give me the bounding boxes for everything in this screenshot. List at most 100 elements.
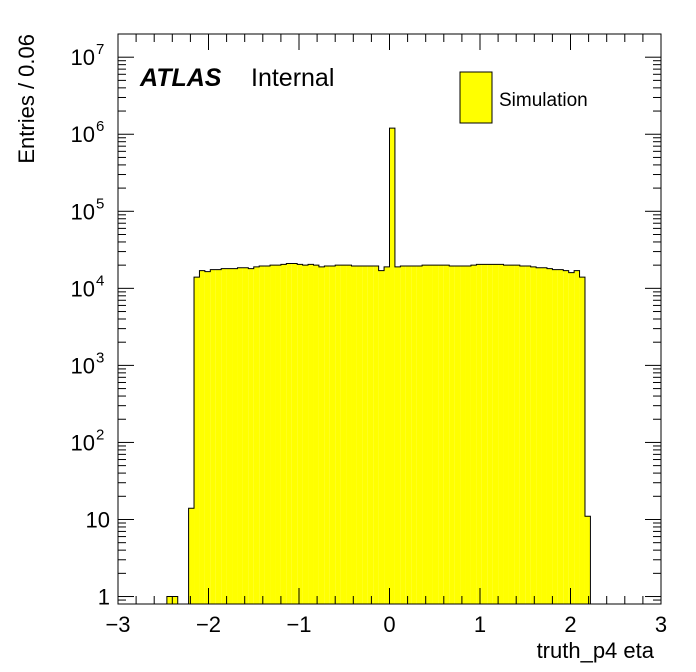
histogram-bar-59 xyxy=(503,265,509,604)
x-tick-label: 0 xyxy=(383,612,395,637)
histogram-bar-45 xyxy=(427,265,433,604)
y-tick-label-exponent: 5 xyxy=(96,195,104,212)
y-tick-label-base: 10 xyxy=(71,430,95,455)
histogram-bar-23 xyxy=(308,264,314,604)
histogram-bar-53 xyxy=(470,265,477,604)
histogram-bar-29 xyxy=(340,265,347,604)
y-axis-title: Entries / 0.06 xyxy=(14,34,39,164)
histogram-bar-27 xyxy=(329,265,336,604)
histogram-bar-70 xyxy=(563,270,569,604)
histogram-bar-74 xyxy=(584,516,591,604)
x-tick-label: −1 xyxy=(286,612,311,637)
y-tick-label-exponent: 4 xyxy=(96,272,104,289)
histogram-bar-11 xyxy=(242,267,249,604)
histogram-bar-16 xyxy=(270,265,276,604)
histogram-bar-37 xyxy=(384,266,390,604)
histogram-bar-47 xyxy=(438,265,444,604)
histogram-bar-26 xyxy=(324,265,330,604)
y-tick-label-base: 10 xyxy=(71,199,95,224)
histogram-bar-31 xyxy=(351,265,357,604)
x-tick-label: −3 xyxy=(105,612,130,637)
y-tick-label-base: 10 xyxy=(71,122,95,147)
histogram-bar-49 xyxy=(449,265,455,604)
histogram-bar-39 xyxy=(394,266,401,604)
histogram-bar-33 xyxy=(362,265,368,604)
histogram-bar-66 xyxy=(541,267,547,604)
x-axis-title: truth_p4 eta xyxy=(537,638,655,663)
histogram-bar-71 xyxy=(568,272,575,604)
internal-label: Internal xyxy=(251,64,334,92)
y-tick-label-base: 10 xyxy=(71,45,95,70)
histogram-bars xyxy=(166,128,591,604)
histogram-bar-56 xyxy=(487,264,493,604)
histogram-bar-4 xyxy=(204,271,211,604)
histogram-bar-2 xyxy=(194,277,200,604)
y-tick-label-exponent: 3 xyxy=(96,349,104,366)
histogram-bar-55 xyxy=(481,264,488,604)
histogram-bar-5 xyxy=(210,269,216,604)
histogram-bar-73 xyxy=(579,277,585,604)
plot-frame xyxy=(117,33,662,605)
y-tick-label-exponent: 2 xyxy=(96,426,104,443)
atlas-label: ATLAS xyxy=(139,64,222,92)
histogram-bar-61 xyxy=(514,265,520,604)
histogram-bar-46 xyxy=(432,265,439,604)
histogram-bar-13 xyxy=(253,266,260,604)
histogram-bar-72 xyxy=(574,270,580,604)
histogram-bar-40 xyxy=(400,265,406,604)
y-tick-label-base: 10 xyxy=(71,353,95,378)
histogram-bar-52 xyxy=(465,265,471,604)
histogram-bar-41 xyxy=(405,265,412,604)
legend-swatch xyxy=(459,71,493,124)
y-tick-label-base: 10 xyxy=(71,276,95,301)
y-tick-label: 1 xyxy=(98,585,110,610)
histogram-bar-30 xyxy=(346,265,352,604)
histogram-bar-58 xyxy=(498,264,504,604)
y-tick-label-exponent: 6 xyxy=(96,118,104,135)
histogram-bar-51 xyxy=(460,265,466,604)
histogram-bar-62 xyxy=(519,265,526,604)
histogram-bar-34 xyxy=(367,265,374,604)
histogram-bar-54 xyxy=(476,264,482,604)
histogram-bar-38 xyxy=(389,128,395,604)
histogram-bar-60 xyxy=(508,265,515,604)
histogram-bar-9 xyxy=(232,268,238,604)
histogram-bar-32 xyxy=(356,265,363,604)
histogram-bar-24 xyxy=(313,265,319,604)
axis-ticks xyxy=(117,33,662,605)
histogram-bar-68 xyxy=(552,269,558,604)
x-tick-labels: −3 −2 −1 0 1 2 3 xyxy=(105,612,667,637)
histogram-bar-20 xyxy=(291,263,298,604)
histogram-bar-7 xyxy=(221,268,227,604)
histogram-bar-12 xyxy=(248,268,254,604)
x-tick-label: 1 xyxy=(474,612,486,637)
histogram-bar-6 xyxy=(215,269,222,604)
histogram-bar-15 xyxy=(264,265,271,604)
histogram-bar-42 xyxy=(411,265,417,604)
histogram-bar-65 xyxy=(536,267,542,604)
histogram-bar-67 xyxy=(546,268,553,604)
histogram-bar-35 xyxy=(373,265,379,604)
histogram-bar-64 xyxy=(530,266,537,604)
histogram-bar-57 xyxy=(492,264,499,604)
x-tick-label: 3 xyxy=(655,612,667,637)
legend-label: Simulation xyxy=(499,90,588,111)
histogram-bar-69 xyxy=(557,269,564,604)
histogram-bar-21 xyxy=(297,264,303,604)
y-tick-label: 10 xyxy=(86,507,110,532)
histogram-bar-22 xyxy=(302,265,309,604)
histogram-bar-18 xyxy=(280,264,287,604)
y-tick-label-exponent: 7 xyxy=(96,41,104,58)
histogram-bar-25 xyxy=(318,266,325,604)
histogram-bar-14 xyxy=(259,265,265,604)
histogram-bar-8 xyxy=(226,268,233,604)
histogram-bar-1 xyxy=(188,508,195,604)
histogram-bar-36 xyxy=(378,270,385,604)
histogram-bar-63 xyxy=(525,265,531,604)
histogram-bar-50 xyxy=(454,265,461,604)
histogram-bar-48 xyxy=(443,265,450,604)
histogram-bar-19 xyxy=(286,263,292,604)
histogram-bar-44 xyxy=(422,265,428,604)
histogram-bar-10 xyxy=(237,267,243,604)
